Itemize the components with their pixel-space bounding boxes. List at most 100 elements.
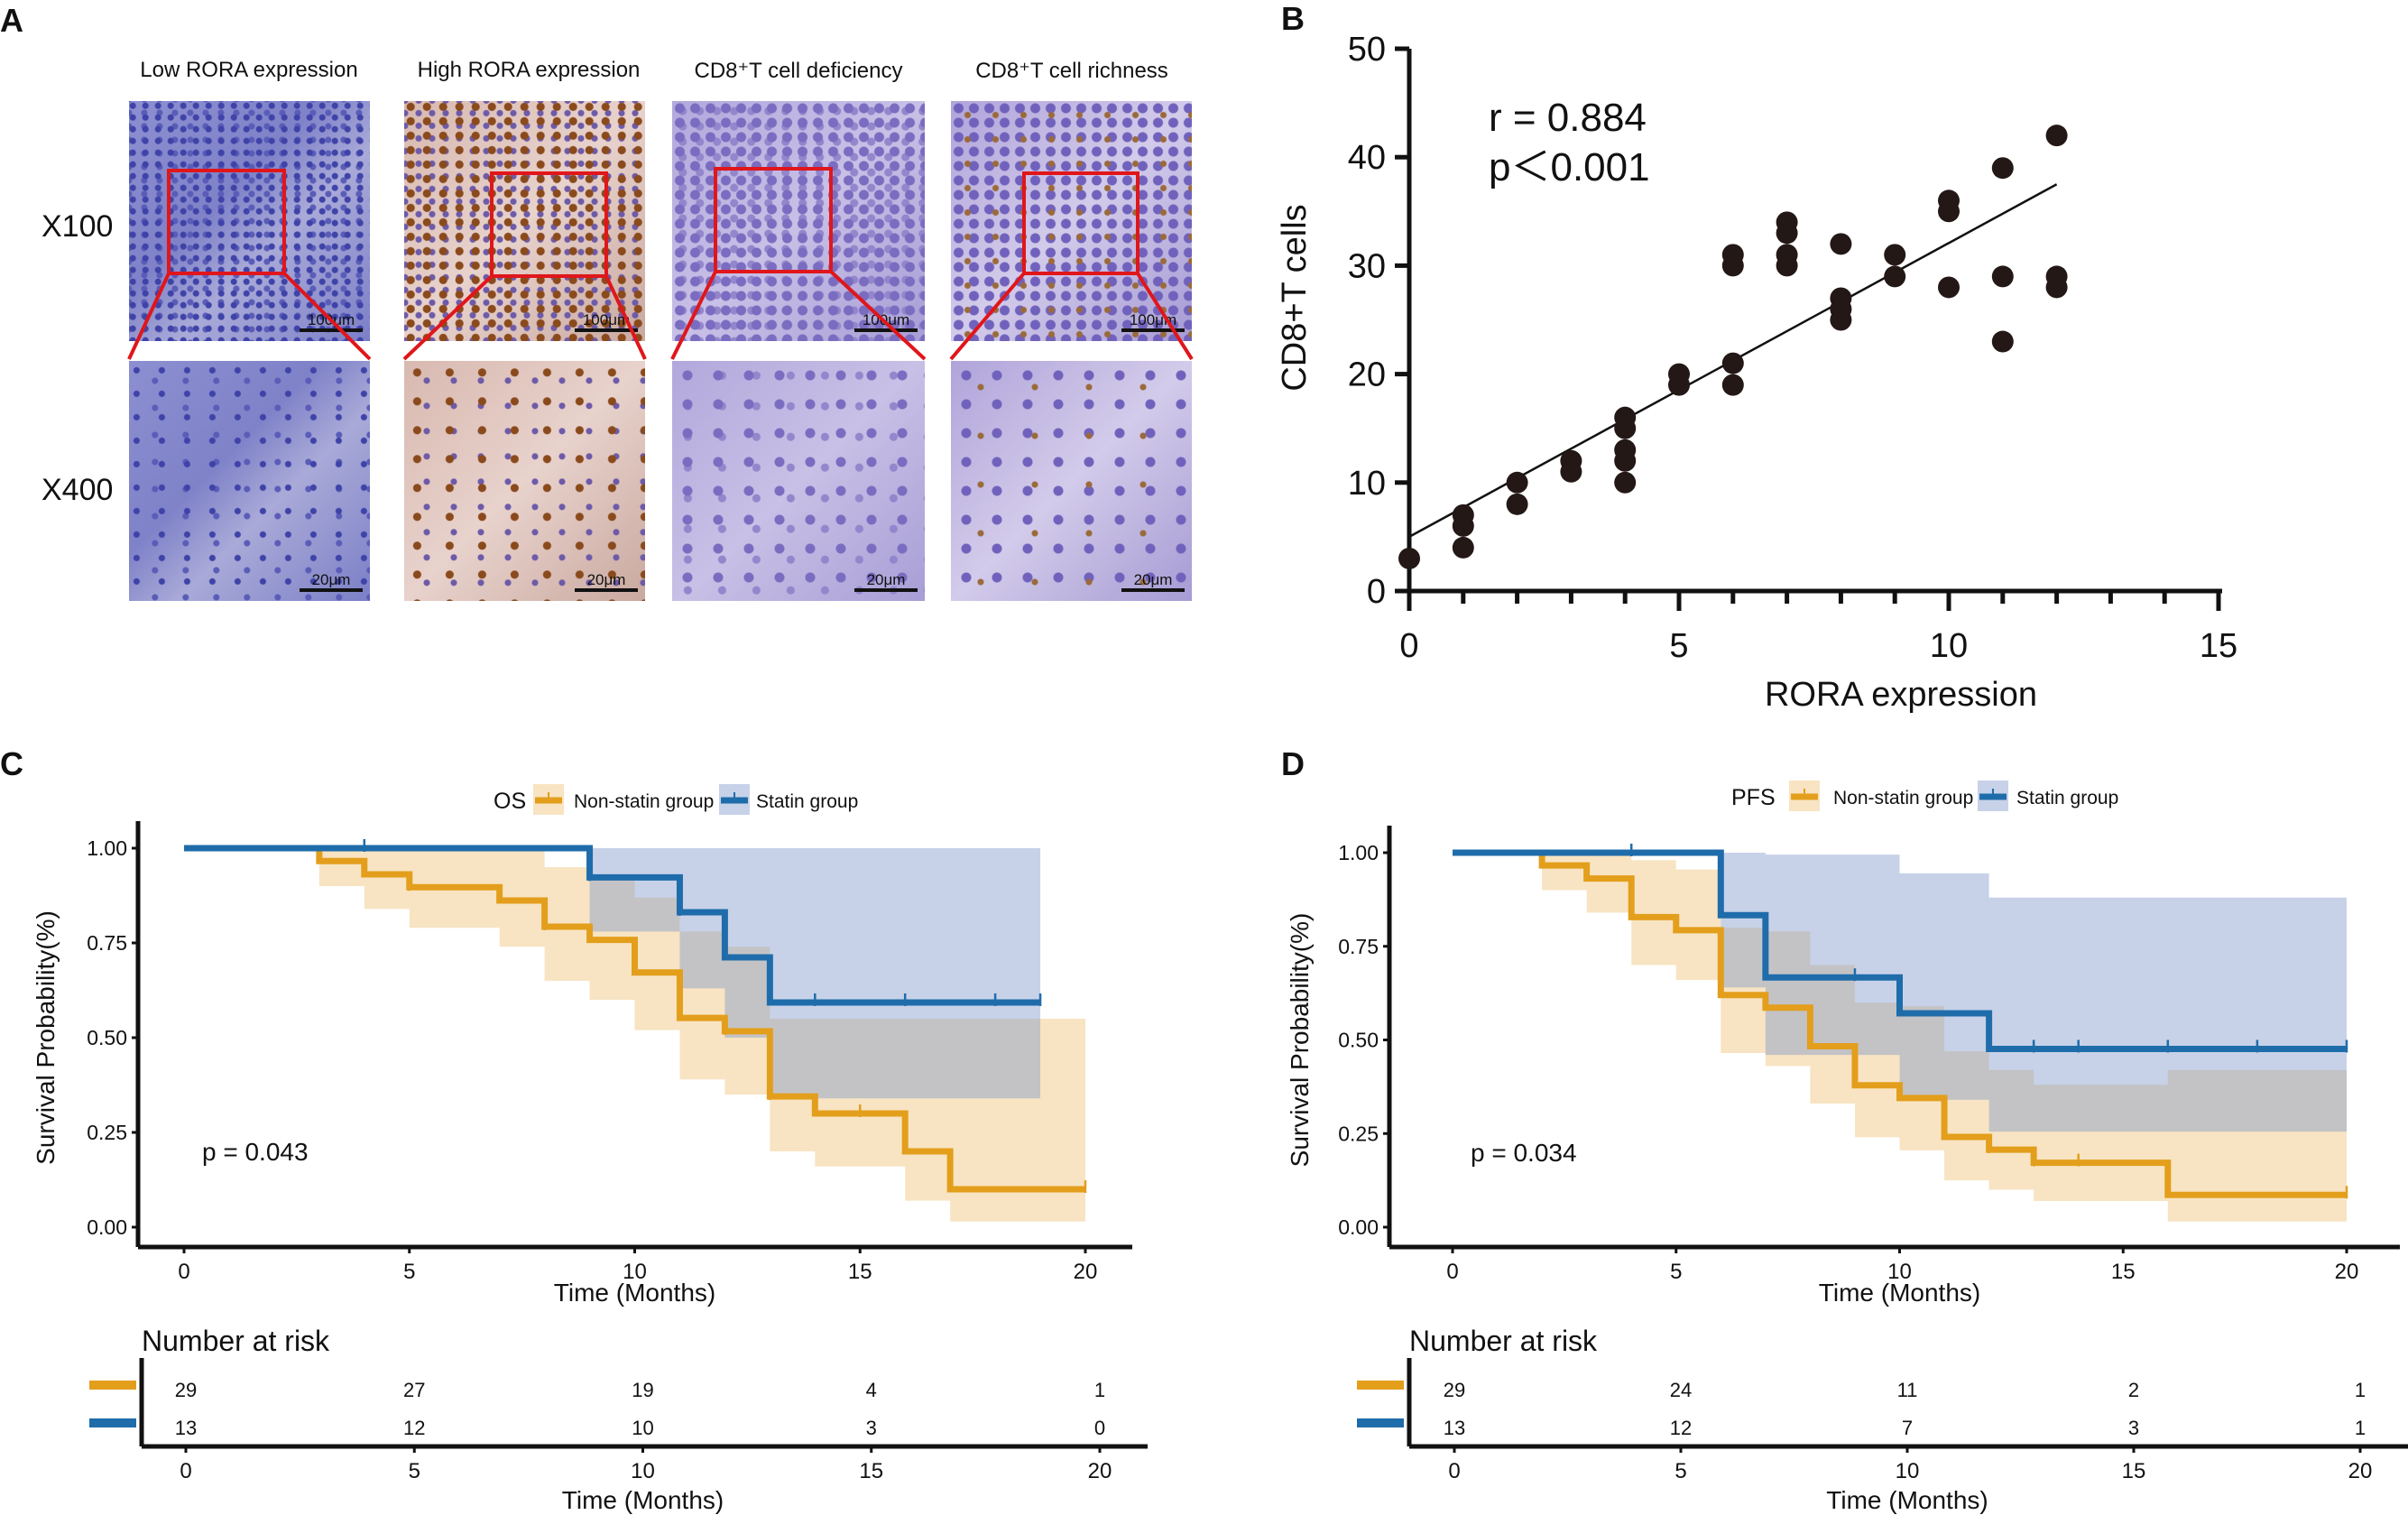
- risk-x-tick-label: 0: [1448, 1459, 1460, 1483]
- scatter-point: [1560, 460, 1582, 483]
- zoom-region-overlay: [127, 167, 1194, 361]
- risk-table: Number at risk 29 27 19 4 1 13 12 10 3 0 0 5 10 15 20 Ti…: [89, 1325, 1148, 1514]
- x-tick-label: 15: [848, 1260, 872, 1284]
- x-tick-label: 0: [1446, 1260, 1458, 1284]
- p-value-text: p = 0.043: [202, 1138, 309, 1166]
- x-tick-label: 20: [1074, 1260, 1098, 1284]
- risk-x-tick-label: 15: [859, 1459, 883, 1483]
- zoom-connector-line: [282, 272, 372, 361]
- legend-label-statin: Statin group: [2016, 788, 2118, 808]
- risk-row-color-key: [1357, 1381, 1404, 1390]
- panel-letter-d: D: [1281, 745, 1305, 782]
- ihc-image-high-rora-x400: 20μm: [404, 361, 645, 601]
- risk-row-color-key: [89, 1418, 136, 1427]
- x-tick-label: 15: [2111, 1260, 2136, 1284]
- legend-label-statin: Statin group: [756, 791, 858, 812]
- legend-title: PFS: [1731, 785, 1776, 810]
- zoom-box: [714, 167, 833, 273]
- zoom-connector-line: [949, 272, 1026, 361]
- risk-count: 3: [2128, 1417, 2139, 1439]
- scatter-point: [1938, 276, 1960, 299]
- scatter-point: [2045, 276, 2068, 299]
- x-axis-title: Time (Months): [554, 1279, 715, 1307]
- risk-count: 4: [866, 1379, 877, 1401]
- ihc-image-cd8-richness-x400: 20μm: [951, 361, 1192, 601]
- legend-title: OS: [494, 789, 526, 814]
- y-tick-label: 20: [1348, 356, 1386, 394]
- x-tick-label: 0: [1399, 627, 1418, 665]
- correlation-r-text: r = 0.884: [1489, 96, 1647, 140]
- y-tick-label: 50: [1348, 31, 1386, 69]
- column-title-low-rora: Low RORA expression: [140, 58, 358, 82]
- y-tick-label: 0.25: [1338, 1122, 1379, 1145]
- scatter-point: [1991, 265, 2014, 288]
- risk-count: 1: [2355, 1379, 2366, 1401]
- risk-x-tick-label: 20: [1088, 1459, 1112, 1483]
- risk-row-color-key: [1357, 1418, 1404, 1427]
- x-tick-label: 20: [2335, 1260, 2359, 1284]
- survival-curve-statin: [1453, 849, 2347, 1052]
- y-tick-label: 40: [1348, 139, 1386, 177]
- scatter-point: [1721, 254, 1744, 277]
- scatter-point: [1506, 493, 1528, 515]
- zoom-connector-line: [670, 271, 717, 360]
- scatter-point: [1614, 471, 1637, 494]
- scatter-point: [1884, 244, 1906, 266]
- legend: OS Non-statin group Statin group: [494, 784, 858, 815]
- scatter-point: [1776, 222, 1798, 245]
- survival-curve-statin: [184, 845, 1041, 1006]
- risk-row-color-key: [89, 1381, 136, 1390]
- risk-count: 27: [403, 1379, 425, 1401]
- x-tick-label: 5: [1670, 1260, 1682, 1284]
- scale-bar: 100μm: [854, 312, 918, 332]
- zoom-connector-line: [402, 274, 494, 361]
- y-tick-label: 0.75: [1338, 935, 1379, 958]
- scatter-point: [1614, 449, 1637, 472]
- column-title-cd8-deficiency: CD8⁺T cell deficiency: [694, 59, 903, 83]
- risk-count: 13: [1444, 1417, 1465, 1439]
- y-tick-label: 10: [1348, 465, 1386, 503]
- row-label-x100: X100: [42, 209, 114, 244]
- y-axis-title: Survival Probability(%): [1286, 913, 1314, 1168]
- x-tick-label: 15: [2200, 627, 2237, 665]
- legend: PFS Non-statin group Statin group: [1731, 781, 2118, 811]
- risk-count: 19: [632, 1379, 653, 1401]
- risk-x-tick-label: 20: [2348, 1459, 2373, 1483]
- x-tick-label: 0: [178, 1260, 189, 1284]
- zoom-box: [167, 169, 286, 275]
- risk-count: 12: [1670, 1417, 1692, 1439]
- scatter-point: [1452, 514, 1474, 537]
- risk-count: 12: [403, 1417, 425, 1439]
- scale-bar: 20μm: [1121, 572, 1185, 592]
- zoom-box: [1022, 171, 1139, 275]
- legend-label-non-statin: Non-statin group: [1833, 788, 1973, 808]
- scatter-point: [1830, 233, 1852, 255]
- risk-count: 13: [175, 1417, 197, 1439]
- risk-count: 10: [632, 1417, 653, 1439]
- risk-count: 2: [2128, 1379, 2139, 1401]
- scatter-point: [1721, 374, 1744, 396]
- scale-bar: 20μm: [575, 572, 638, 592]
- y-tick-label: 30: [1348, 247, 1386, 285]
- y-tick-label: 0.00: [1338, 1215, 1379, 1239]
- zoom-connector-line: [127, 273, 171, 360]
- risk-count: 1: [1094, 1379, 1105, 1401]
- risk-x-axis-title: Time (Months): [1826, 1486, 1988, 1514]
- risk-count: 29: [1444, 1379, 1465, 1401]
- y-axis-title: Survival Probability(%): [32, 910, 60, 1165]
- risk-count: 1: [2355, 1417, 2366, 1439]
- scatter-point: [1452, 536, 1474, 559]
- y-tick-label: 0.50: [1338, 1029, 1379, 1052]
- risk-table-title: Number at risk: [142, 1325, 330, 1357]
- panel-letter-a: A: [0, 2, 23, 39]
- risk-x-tick-label: 10: [1896, 1459, 1920, 1483]
- risk-count: 11: [1897, 1379, 1918, 1401]
- scatter-point: [1614, 417, 1637, 439]
- scatter-point: [1991, 157, 2014, 180]
- x-tick-label: 5: [1669, 627, 1688, 665]
- scale-bar: 100μm: [575, 312, 638, 332]
- zoom-connector-line: [604, 275, 647, 360]
- scatter-point: [1776, 254, 1798, 277]
